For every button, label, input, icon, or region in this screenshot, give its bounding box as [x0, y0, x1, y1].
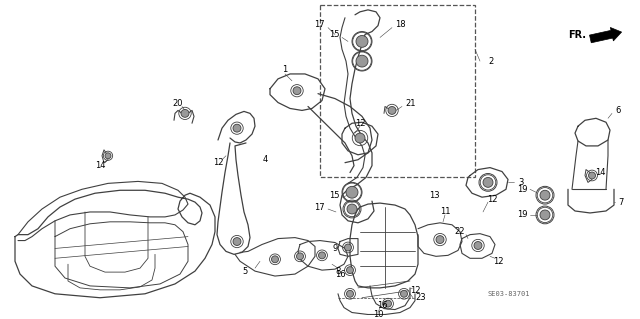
Text: 14: 14: [595, 168, 605, 177]
Text: 16: 16: [377, 301, 387, 310]
Circle shape: [293, 87, 301, 95]
Circle shape: [474, 241, 482, 249]
Text: 22: 22: [454, 227, 465, 236]
Circle shape: [181, 109, 189, 117]
Circle shape: [401, 290, 408, 297]
Text: 7: 7: [618, 197, 623, 207]
Text: 21: 21: [405, 99, 415, 108]
Text: 5: 5: [243, 267, 248, 276]
Circle shape: [356, 35, 368, 47]
Text: 10: 10: [372, 310, 383, 319]
Circle shape: [356, 55, 368, 67]
Text: 1: 1: [282, 64, 287, 73]
Text: FR.: FR.: [568, 29, 586, 40]
Circle shape: [589, 172, 595, 179]
Text: 4: 4: [262, 155, 268, 164]
Circle shape: [233, 238, 241, 246]
Circle shape: [540, 210, 550, 220]
Text: 12: 12: [487, 195, 497, 204]
Text: 18: 18: [395, 20, 406, 29]
Text: 2: 2: [488, 57, 493, 66]
Text: 14: 14: [95, 161, 105, 170]
Text: 19: 19: [518, 211, 528, 219]
Circle shape: [346, 186, 358, 198]
Text: 13: 13: [429, 191, 440, 200]
Circle shape: [319, 252, 326, 259]
Circle shape: [483, 177, 493, 187]
Circle shape: [233, 124, 241, 132]
Text: 15: 15: [330, 30, 340, 39]
Circle shape: [105, 153, 111, 159]
Text: 15: 15: [330, 191, 340, 200]
Circle shape: [436, 236, 444, 243]
Text: 11: 11: [440, 207, 451, 217]
Text: 17: 17: [314, 20, 325, 29]
Bar: [320, 5, 475, 177]
Text: 9: 9: [333, 244, 338, 253]
Circle shape: [296, 253, 303, 260]
Circle shape: [347, 204, 357, 214]
Circle shape: [346, 267, 353, 274]
Text: 23: 23: [415, 293, 426, 302]
Circle shape: [271, 256, 278, 263]
Text: 12: 12: [410, 286, 420, 295]
Text: 19: 19: [518, 185, 528, 194]
Circle shape: [355, 133, 365, 143]
Text: 12: 12: [212, 158, 223, 167]
Text: 6: 6: [615, 106, 620, 115]
Circle shape: [385, 300, 392, 307]
Text: 17: 17: [314, 203, 325, 211]
Text: 16: 16: [335, 270, 346, 278]
Text: SE03-83701: SE03-83701: [488, 291, 531, 297]
Text: 20: 20: [173, 99, 183, 108]
Text: 8: 8: [335, 267, 340, 276]
Circle shape: [540, 190, 550, 200]
Polygon shape: [589, 27, 621, 43]
Text: 3: 3: [518, 178, 524, 187]
Text: 12: 12: [355, 119, 365, 128]
Circle shape: [344, 244, 351, 251]
Circle shape: [346, 290, 353, 297]
Text: 12: 12: [493, 257, 503, 266]
Circle shape: [388, 107, 396, 115]
